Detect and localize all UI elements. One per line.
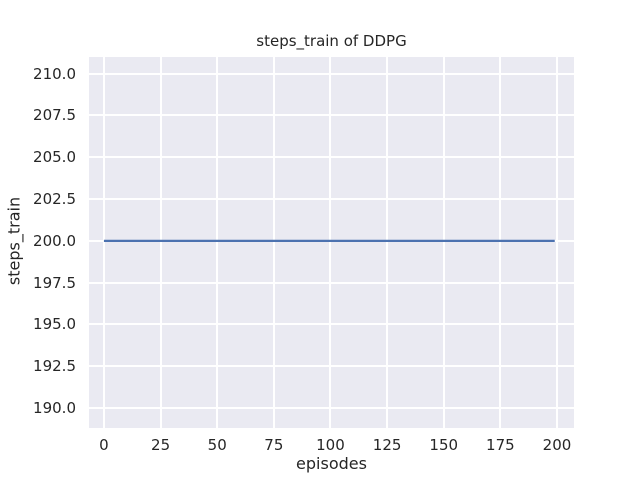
x-tick-label: 0	[99, 436, 109, 454]
y-tick-label: 197.5	[33, 273, 76, 292]
y-gridline	[89, 365, 574, 368]
series-layer	[103, 239, 555, 242]
y-tick-label: 195.0	[33, 315, 76, 334]
y-tick-label: 192.5	[33, 357, 76, 376]
x-gridline	[499, 57, 502, 428]
y-gridline	[89, 406, 574, 409]
x-gridline	[159, 57, 162, 428]
y-gridline	[89, 114, 574, 117]
y-tick-label: 207.5	[33, 106, 76, 125]
chart-title: steps_train of DDPG	[256, 32, 407, 50]
x-tick-label: 50	[207, 436, 227, 454]
y-tick-label: 190.0	[33, 398, 76, 417]
y-gridline	[89, 156, 574, 159]
x-tick-label: 125	[372, 436, 402, 454]
x-gridline	[442, 57, 445, 428]
x-tick-label: 175	[486, 436, 515, 454]
plot-area	[89, 57, 574, 428]
x-gridline	[216, 57, 219, 428]
y-tick-label: 210.0	[33, 64, 76, 83]
x-tick-label: 150	[429, 436, 459, 454]
y-gridline	[89, 72, 574, 75]
y-gridline	[89, 281, 574, 284]
y-gridline	[89, 198, 574, 201]
x-gridline	[102, 57, 105, 428]
y-tick-label: 202.5	[33, 190, 76, 209]
y-tick-label: 200.0	[33, 231, 76, 250]
x-tick-label: 200	[542, 436, 572, 454]
y-tick-label: 205.0	[33, 148, 76, 167]
x-gridline	[556, 57, 558, 428]
y-gridline	[89, 323, 574, 326]
x-axis-label: episodes	[296, 454, 367, 473]
x-gridline	[386, 57, 389, 428]
x-gridline	[329, 57, 332, 428]
x-tick-label: 75	[264, 436, 284, 454]
x-tick-label: 100	[316, 436, 345, 454]
x-gridline	[272, 57, 275, 428]
x-tick-label: 25	[151, 436, 171, 454]
